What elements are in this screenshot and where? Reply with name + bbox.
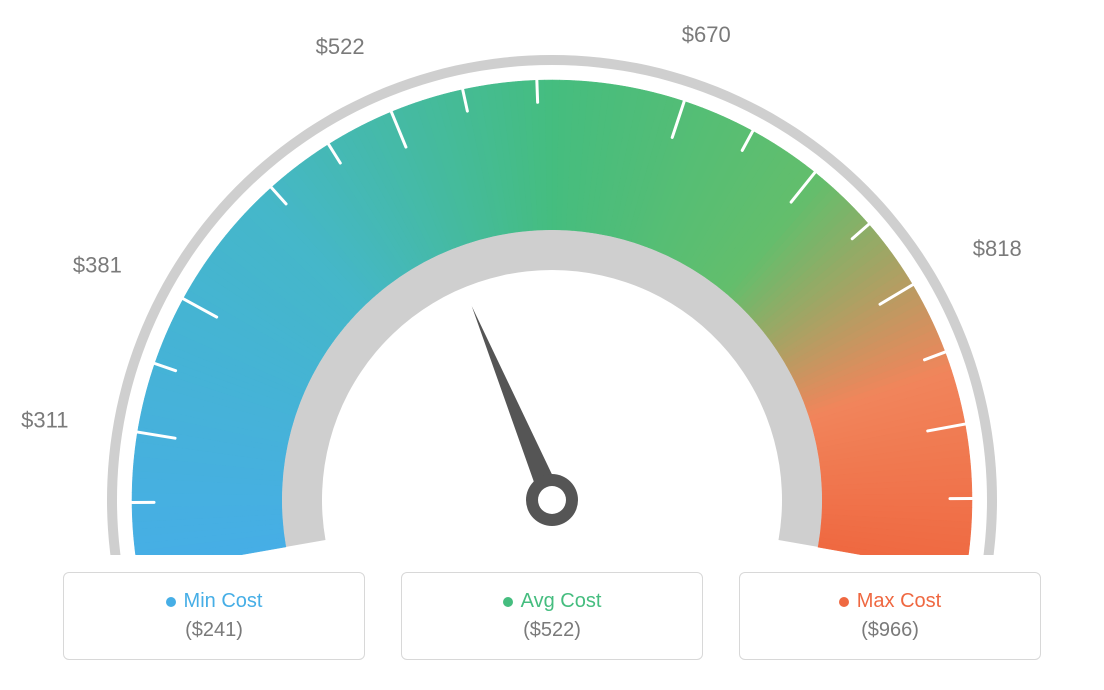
- legend-dot-avg: [503, 597, 513, 607]
- legend-min-label: Min Cost: [184, 590, 263, 613]
- legend-row: Min Cost ($241) Avg Cost ($522) Max Cost…: [0, 572, 1104, 660]
- legend-avg-value: ($522): [523, 619, 581, 642]
- legend-min-value: ($241): [185, 619, 243, 642]
- legend-avg-label: Avg Cost: [521, 590, 602, 613]
- legend-card-avg: Avg Cost ($522): [401, 572, 703, 660]
- legend-card-max: Max Cost ($966): [739, 572, 1041, 660]
- legend-max-top: Max Cost: [839, 590, 941, 613]
- legend-max-label: Max Cost: [857, 590, 941, 613]
- legend-dot-min: [166, 597, 176, 607]
- legend-card-min: Min Cost ($241): [63, 572, 365, 660]
- svg-text:$381: $381: [73, 252, 122, 277]
- svg-text:$311: $311: [21, 408, 68, 433]
- legend-min-top: Min Cost: [166, 590, 263, 613]
- legend-max-value: ($966): [861, 619, 919, 642]
- legend-avg-top: Avg Cost: [503, 590, 602, 613]
- gauge-chart: $241$311$381$522$670$818$966: [0, 0, 1104, 555]
- legend-dot-max: [839, 597, 849, 607]
- gauge-svg: $241$311$381$522$670$818$966: [0, 0, 1104, 555]
- svg-text:$522: $522: [316, 34, 365, 59]
- svg-text:$670: $670: [682, 22, 731, 47]
- svg-text:$818: $818: [973, 236, 1022, 261]
